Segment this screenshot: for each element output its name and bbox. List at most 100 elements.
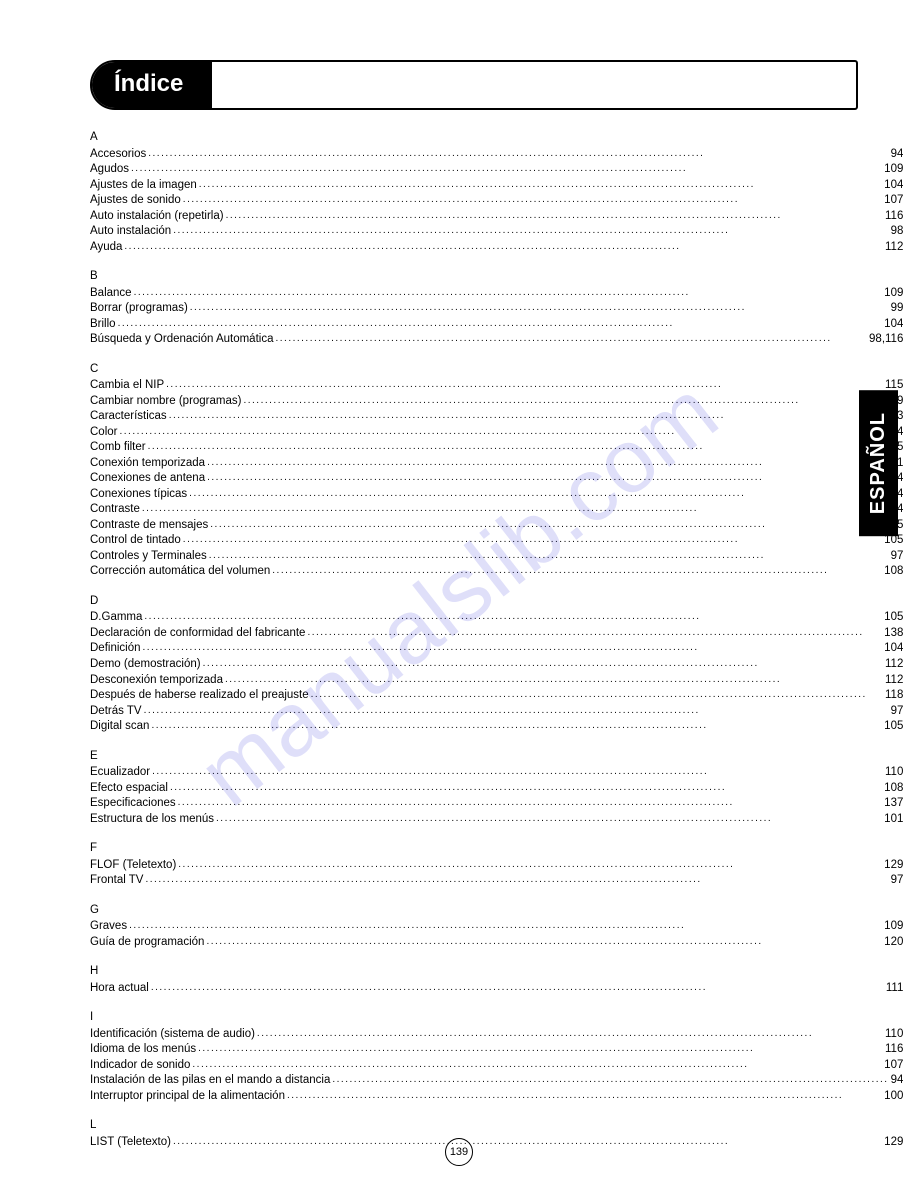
- entry-label: Detrás TV: [90, 704, 142, 720]
- entry-leader: ........................................…: [203, 657, 883, 671]
- index-entry: Instalación de las pilas en el mando a d…: [90, 1073, 903, 1089]
- entry-page: 112: [885, 240, 903, 256]
- index-section: BBalance................................…: [90, 269, 903, 348]
- entry-page: 129: [884, 1135, 903, 1151]
- entry-label: LIST (Teletexto): [90, 1135, 171, 1151]
- index-entry: Contraste...............................…: [90, 502, 903, 518]
- entry-page: 129: [884, 858, 903, 874]
- index-entry: Ayuda...................................…: [90, 240, 903, 256]
- index-entry: Contraste de mensajes...................…: [90, 518, 903, 534]
- index-entry: Cambia el NIP...........................…: [90, 378, 903, 394]
- entry-leader: ........................................…: [189, 487, 882, 501]
- index-entry: Auto instalación........................…: [90, 224, 903, 240]
- entry-leader: ........................................…: [190, 301, 889, 315]
- index-entry: Agudos..................................…: [90, 162, 903, 178]
- entry-label: Balance: [90, 286, 132, 302]
- entry-label: Características: [90, 409, 167, 425]
- entry-leader: ........................................…: [178, 858, 882, 872]
- entry-label: Ajustes de sonido: [90, 193, 181, 209]
- entry-leader: ........................................…: [207, 471, 888, 485]
- entry-leader: ........................................…: [143, 641, 883, 655]
- entry-leader: ........................................…: [207, 456, 884, 470]
- entry-label: Contraste: [90, 502, 140, 518]
- entry-label: Indicador de sonido: [90, 1058, 190, 1074]
- entry-leader: ........................................…: [216, 812, 882, 826]
- entry-label: Control de tintado: [90, 533, 181, 549]
- entry-label: Auto instalación (repetirla): [90, 209, 224, 225]
- index-entry: Características.........................…: [90, 409, 903, 425]
- entry-leader: ........................................…: [173, 224, 888, 238]
- section-letter: I: [90, 1010, 903, 1026]
- index-entry: Detrás TV...............................…: [90, 704, 903, 720]
- entry-label: Instalación de las pilas en el mando a d…: [90, 1073, 330, 1089]
- index-entry: D.Gamma.................................…: [90, 610, 903, 626]
- section-letter: D: [90, 594, 903, 610]
- entry-label: Identificación (sistema de audio): [90, 1027, 255, 1043]
- index-entry: Indicador de sonido.....................…: [90, 1058, 903, 1074]
- section-letter: B: [90, 269, 903, 285]
- section-letter: F: [90, 841, 903, 857]
- index-entry: Conexiones típicas......................…: [90, 487, 903, 503]
- entry-label: Controles y Terminales: [90, 549, 207, 565]
- entry-leader: ........................................…: [124, 240, 883, 254]
- entry-label: Idioma de los menús: [90, 1042, 196, 1058]
- entry-leader: ........................................…: [118, 317, 883, 331]
- entry-leader: ........................................…: [134, 286, 883, 300]
- index-entry: Control de tintado......................…: [90, 533, 903, 549]
- entry-label: Guía de programación: [90, 935, 204, 951]
- index-entry: Especificaciones........................…: [90, 796, 903, 812]
- entry-leader: ........................................…: [257, 1027, 883, 1041]
- index-section: FFLOF (Teletexto).......................…: [90, 841, 903, 889]
- entry-label: Cambiar nombre (programas): [90, 394, 241, 410]
- entry-page: 98,116: [869, 332, 903, 348]
- index-section: EEcualizador............................…: [90, 749, 903, 828]
- index-entry: Declaración de conformidad del fabricant…: [90, 626, 903, 642]
- entry-label: Conexiones típicas: [90, 487, 187, 503]
- index-entry: Guía de programación....................…: [90, 935, 903, 951]
- index-entry: Ajustes de sonido.......................…: [90, 193, 903, 209]
- index-entry: Graves..................................…: [90, 919, 903, 935]
- index-entry: Efecto espacial.........................…: [90, 781, 903, 797]
- section-letter: H: [90, 964, 903, 980]
- section-letter: C: [90, 362, 903, 378]
- index-entry: Hora actual.............................…: [90, 981, 903, 997]
- section-letter: A: [90, 130, 903, 146]
- index-entry: Ecualizador.............................…: [90, 765, 903, 781]
- entry-leader: ........................................…: [210, 518, 882, 532]
- entry-label: Ajustes de la imagen: [90, 178, 197, 194]
- entry-leader: ........................................…: [332, 1073, 888, 1087]
- entry-label: Conexiones de antena: [90, 471, 205, 487]
- entry-label: Después de haberse realizado el preajust…: [90, 688, 309, 704]
- index-section: DD.Gamma................................…: [90, 594, 903, 735]
- entry-page: 97: [891, 873, 904, 889]
- index-section: IIdentificación (sistema de audio)......…: [90, 1010, 903, 1104]
- entry-leader: ........................................…: [129, 919, 882, 933]
- index-entry: Corrección automática del volumen.......…: [90, 564, 903, 580]
- entry-page: 100: [884, 1089, 903, 1105]
- entry-leader: ........................................…: [225, 673, 883, 687]
- section-letter: L: [90, 1118, 903, 1134]
- entry-page: 112: [885, 657, 903, 673]
- entry-leader: ........................................…: [272, 564, 882, 578]
- section-letter: G: [90, 903, 903, 919]
- index-entry: Estructura de los menús.................…: [90, 812, 903, 828]
- entry-leader: ........................................…: [119, 425, 882, 439]
- entry-label: Color: [90, 425, 117, 441]
- entry-page: 97: [891, 704, 904, 720]
- entry-page: 108: [884, 564, 903, 580]
- entry-leader: ........................................…: [209, 549, 889, 563]
- index-entry: Brillo..................................…: [90, 317, 903, 333]
- index-entry: Borrar (programas)......................…: [90, 301, 903, 317]
- page-number: 139: [445, 1138, 473, 1166]
- entry-page: 110: [885, 1027, 903, 1043]
- entry-label: Estructura de los menús: [90, 812, 214, 828]
- entry-page: 111: [886, 981, 903, 997]
- entry-page: 118: [885, 688, 903, 704]
- entry-page: 101: [884, 812, 903, 828]
- entry-page: 94: [891, 1073, 904, 1089]
- index-entry: Definición..............................…: [90, 641, 903, 657]
- entry-page: 116: [885, 209, 903, 225]
- entry-label: Cambia el NIP: [90, 378, 164, 394]
- entry-label: Digital scan: [90, 719, 149, 735]
- entry-page: 105: [884, 719, 903, 735]
